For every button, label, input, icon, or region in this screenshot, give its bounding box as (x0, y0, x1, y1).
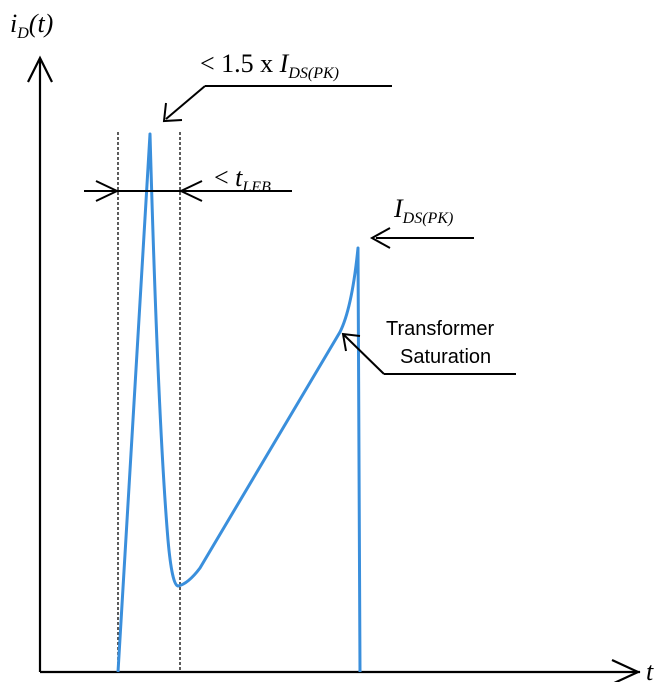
peak-pointer-leader (165, 85, 206, 120)
leb-right-arrowhead (178, 180, 203, 202)
y-axis-label: iD(t) (10, 9, 53, 42)
x-axis-label: t (646, 657, 654, 682)
saturation-pointer-leader (343, 334, 385, 375)
leb-dimension (84, 180, 292, 202)
peak-pointer (162, 85, 392, 123)
leb-left-arrowhead (95, 180, 120, 202)
saturation-label-line1: Transformer (386, 318, 495, 340)
axes (27, 55, 641, 682)
drain-current-waveform (116, 132, 362, 673)
saturation-pointer (341, 332, 516, 375)
saturation-label-line2: Saturation (400, 346, 491, 368)
y-axis-arrowhead (27, 55, 53, 83)
leb-label: < tLEB (214, 163, 271, 196)
peak-label: < 1.5 x IDS(PK) (200, 49, 339, 82)
saturation-pointer-arrowhead (341, 332, 361, 352)
x-axis-arrowhead (611, 659, 641, 682)
ids-pk-label: IDS(PK) (393, 194, 453, 227)
peak-pointer-arrowhead (162, 102, 183, 123)
ids-pk-pointer-arrowhead (369, 227, 391, 249)
ids-pk-pointer (369, 227, 474, 249)
